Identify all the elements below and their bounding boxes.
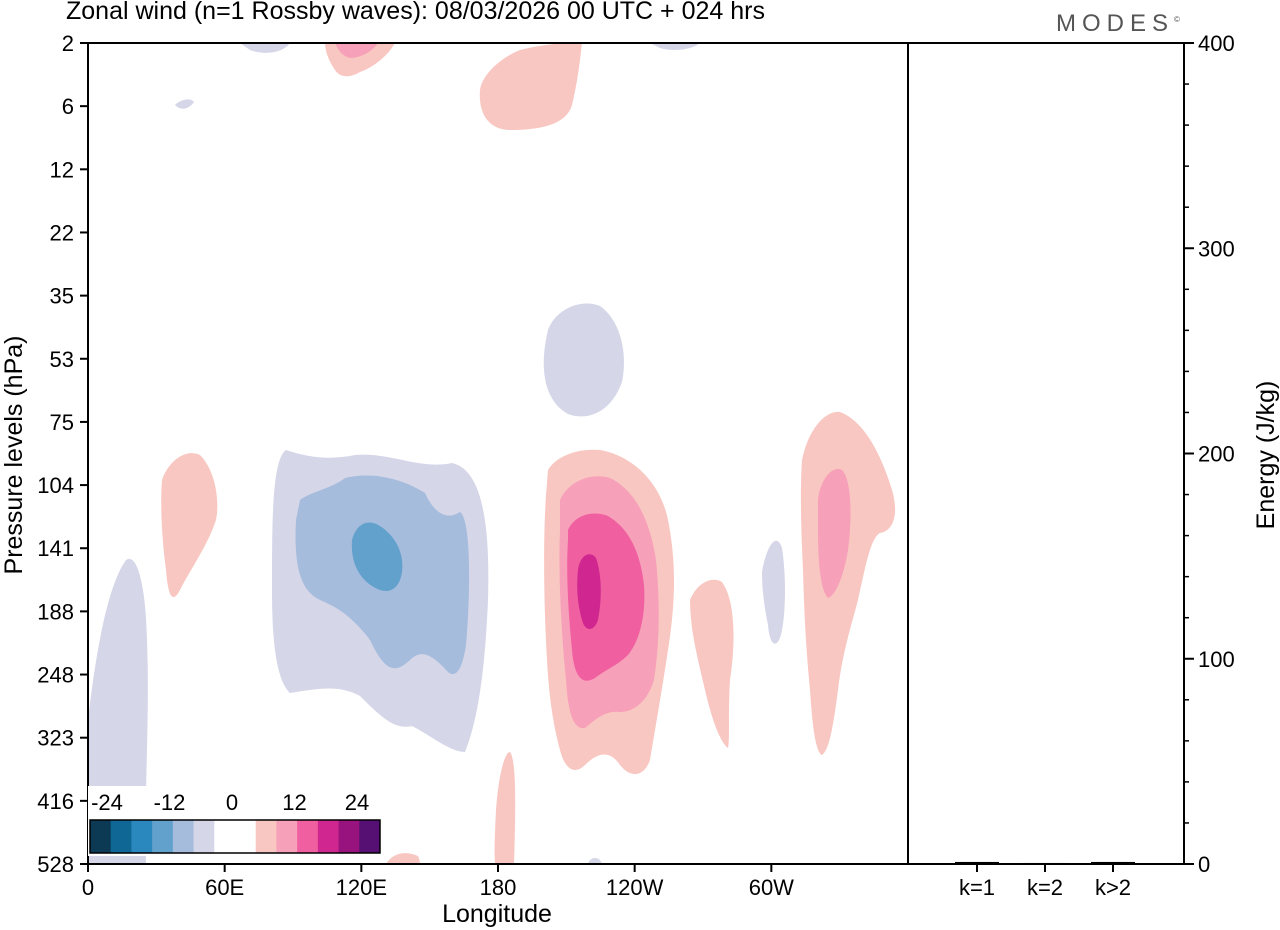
- y-axis: 2 6 12 22 35 53 75 104 141 188 248 323 416 528: [37, 31, 88, 877]
- y-tick-label: 323: [37, 726, 74, 751]
- x-tick-label: 180: [480, 875, 517, 900]
- anomaly-negative-top-small: [175, 99, 194, 109]
- x-tick-label: 60E: [205, 875, 244, 900]
- colorbar-label: 12: [282, 790, 306, 815]
- y-tick-label: 528: [37, 852, 74, 877]
- colorbar-label: -12: [154, 790, 186, 815]
- colorbar-swatch: [359, 820, 381, 853]
- anomaly-positive-top-upper: [479, 43, 582, 130]
- anomaly-positive-bottom-column: [494, 752, 516, 864]
- anomaly-positive-far-east: [800, 411, 896, 755]
- anomaly-negative-top-edge-2: [650, 43, 700, 51]
- y-tick-label: 12: [50, 157, 74, 182]
- energy-tick-label: 200: [1198, 442, 1235, 467]
- brand-text: MODES: [1056, 10, 1175, 37]
- colorbar-swatch: [214, 820, 236, 853]
- anomaly-negative-central-core: [351, 522, 403, 592]
- colorbar-swatch: [235, 820, 257, 853]
- anomaly-negative-narrow: [762, 540, 785, 644]
- colorbar-swatch: [131, 820, 153, 853]
- colorbar-swatch: [276, 820, 298, 853]
- colorbar-swatch: [172, 820, 195, 853]
- chart-title: Zonal wind (n=1 Rossby waves): 08/03/202…: [66, 0, 765, 25]
- energy-category-label: k>2: [1095, 875, 1131, 900]
- x-tick-label: 120E: [336, 875, 387, 900]
- anomaly-positive-east-small: [690, 579, 734, 748]
- y-tick-label: 35: [50, 284, 74, 309]
- energy-category-label: k=2: [1027, 875, 1063, 900]
- anomaly-positive-far-east-inner: [818, 469, 851, 598]
- colorbar-swatch: [297, 820, 319, 853]
- y-tick-label: 188: [37, 599, 74, 624]
- anomaly-positive-west: [161, 453, 218, 598]
- energy-panel: 0 100 200 300 400 k=1 k=2 k>2: [955, 31, 1235, 900]
- y-tick-label: 2: [62, 31, 74, 56]
- colorbar-swatch: [90, 820, 112, 853]
- brand-mark: ©: [1174, 15, 1180, 24]
- x-axis-label: Longitude: [442, 900, 552, 928]
- colorbar: -24 -12 0 12 24: [88, 786, 382, 856]
- x-tick-label: 60W: [749, 875, 794, 900]
- colorbar-swatch: [193, 820, 215, 853]
- y-tick-label: 6: [62, 94, 74, 119]
- y-tick-label: 22: [50, 220, 74, 245]
- y-tick-label: 75: [50, 410, 74, 435]
- x-tick-label: 0: [82, 875, 94, 900]
- colorbar-swatch: [152, 820, 174, 853]
- anomaly-positive-main-core: [577, 554, 601, 629]
- x-axis: 0 60E 120E 180 120W 60W: [82, 864, 794, 900]
- y-axis-label: Pressure levels (hPa): [0, 336, 28, 575]
- energy-tick-label: 300: [1198, 236, 1235, 261]
- energy-tick-label: 400: [1198, 31, 1235, 56]
- anomaly-negative-upper: [543, 303, 624, 417]
- modes-logo: MODES©: [1056, 10, 1180, 38]
- contour-field: [88, 43, 896, 864]
- colorbar-swatch: [110, 820, 132, 853]
- y-tick-label: 104: [37, 473, 74, 498]
- energy-bar: [1023, 862, 1067, 865]
- colorbar-label: 0: [226, 790, 238, 815]
- y-tick-label: 248: [37, 663, 74, 688]
- anomaly-positive-bottom-small: [386, 853, 420, 864]
- main-plot-frame: [87, 42, 909, 865]
- x-tick-label: 120W: [606, 875, 664, 900]
- colorbar-label: 24: [345, 790, 369, 815]
- energy-bar: [1091, 861, 1135, 864]
- colorbar-label: -24: [91, 790, 123, 815]
- energy-category-label: k=1: [959, 875, 995, 900]
- energy-tick-label: 100: [1198, 647, 1235, 672]
- energy-bar: [955, 861, 999, 864]
- colorbar-swatch: [338, 820, 360, 853]
- energy-axis-label: Energy (J/kg): [1252, 381, 1280, 530]
- energy-tick-label: 0: [1198, 852, 1210, 877]
- colorbar-swatch: [317, 820, 340, 853]
- anomaly-negative-top-edge-1: [240, 43, 290, 53]
- colorbar-swatch: [255, 820, 277, 853]
- y-tick-label: 141: [37, 536, 74, 561]
- colorbar-frame: [89, 819, 381, 854]
- anomaly-positive-top-left-inner: [335, 43, 378, 58]
- y-tick-label: 416: [37, 789, 74, 814]
- anomaly-negative-bottom-edge: [588, 858, 602, 864]
- y-tick-label: 53: [50, 347, 74, 372]
